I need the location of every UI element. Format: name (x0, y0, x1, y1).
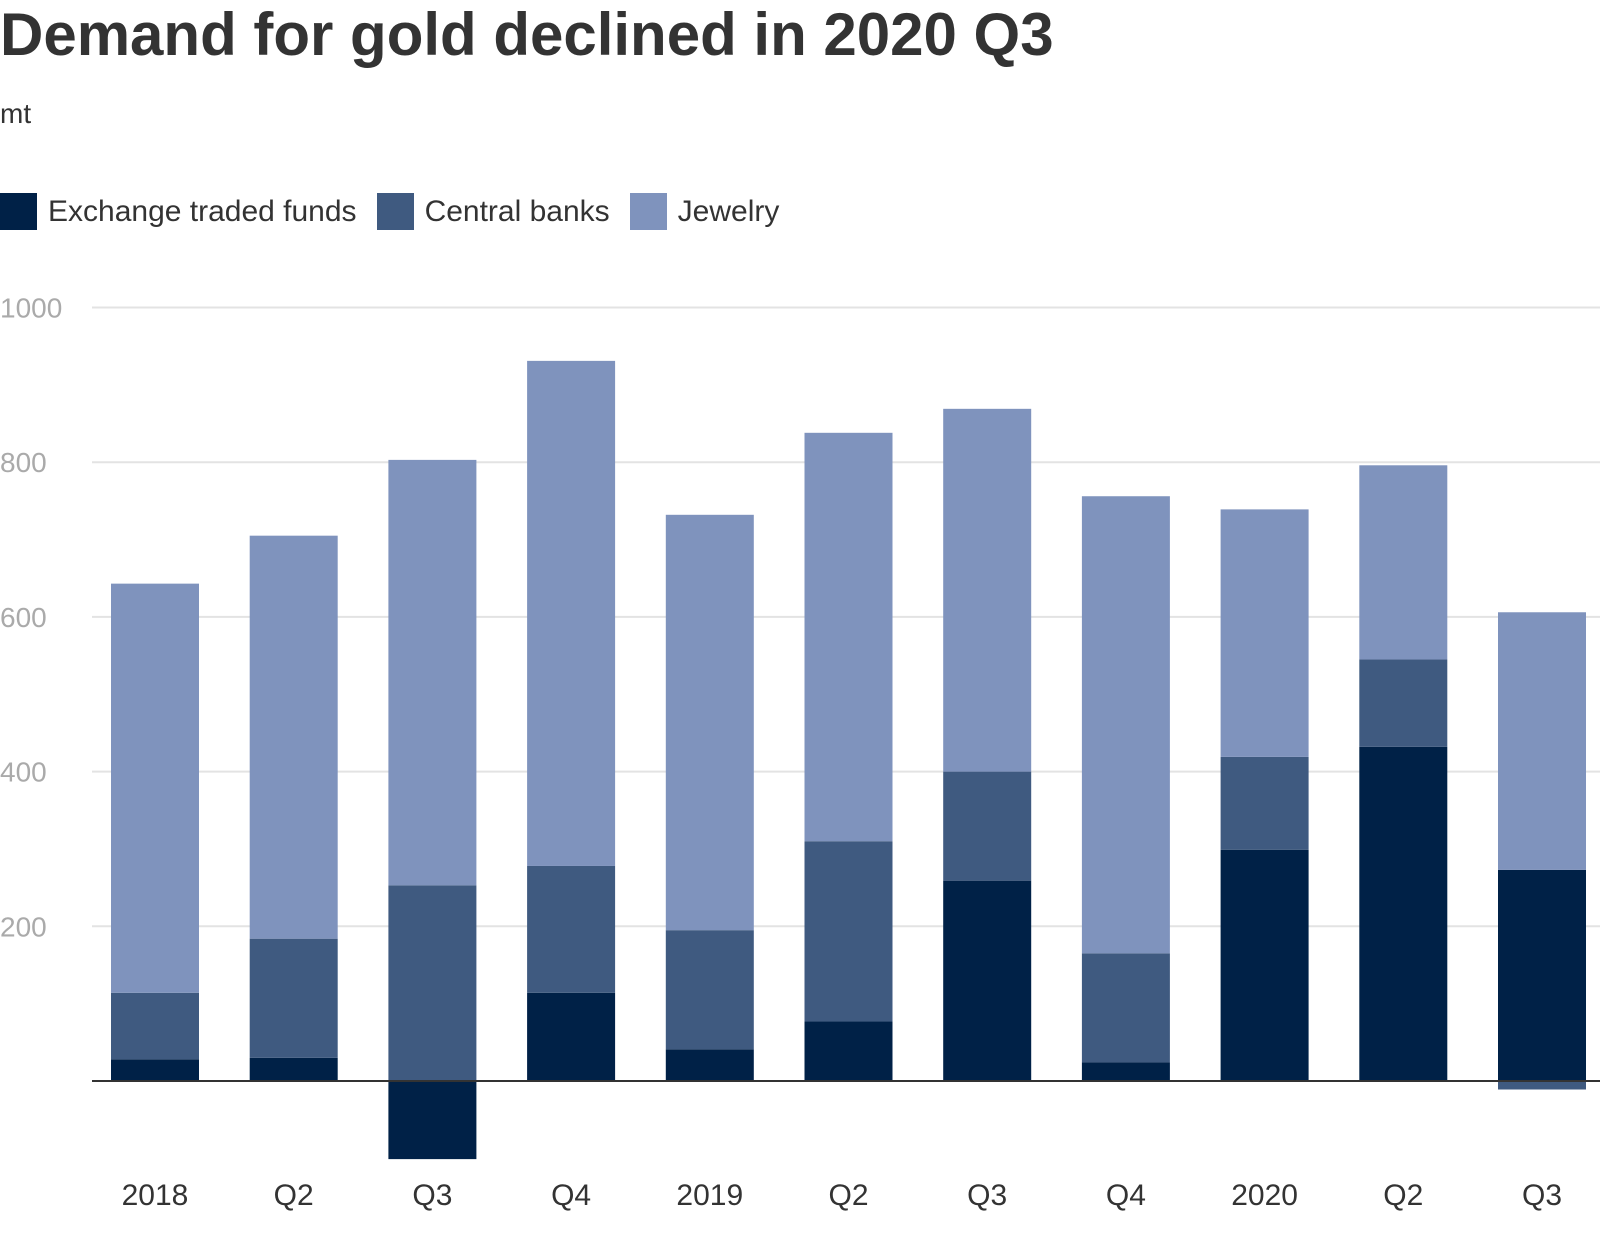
y-tick-label: 400 (0, 757, 47, 788)
bar-segment-central-banks (527, 865, 616, 993)
x-tick-label: Q3 (412, 1179, 452, 1212)
bar-segment-exchange-traded-funds (249, 1057, 338, 1081)
bar-segment-central-banks (804, 841, 893, 1022)
y-tick-label: 800 (0, 447, 47, 478)
bar-segment-exchange-traded-funds (111, 1059, 199, 1081)
bar-segment-exchange-traded-funds (665, 1049, 754, 1081)
bar-segment-exchange-traded-funds (804, 1021, 893, 1081)
bar-segment-jewelry (943, 408, 1032, 772)
bar-segment-central-banks (943, 771, 1032, 881)
bar-segment-jewelry (804, 432, 893, 842)
bar-segment-jewelry (388, 459, 477, 886)
legend-item-central-banks: Central banks (376, 193, 610, 230)
x-tick-label: 2020 (1231, 1179, 1298, 1212)
chart-legend: Exchange traded funds Central banks Jewe… (0, 193, 799, 230)
bar-segment-central-banks (388, 885, 477, 1081)
bar-segment-central-banks (1359, 659, 1448, 747)
bar-segment-central-banks (1498, 1081, 1586, 1090)
bar-segment-jewelry (111, 583, 199, 993)
legend-label-central-banks: Central banks (424, 194, 610, 228)
bar-segment-exchange-traded-funds (1498, 869, 1586, 1081)
y-tick-label: 1000 (0, 293, 62, 324)
legend-swatch-central-banks (376, 193, 414, 230)
bar-segment-jewelry (1081, 496, 1170, 954)
bar-segment-exchange-traded-funds (1220, 849, 1309, 1081)
legend-item-jewelry: Jewelry (629, 193, 780, 230)
bar-segment-exchange-traded-funds (1359, 746, 1448, 1081)
bar-segment-exchange-traded-funds (1081, 1062, 1170, 1081)
legend-item-etf: Exchange traded funds (0, 193, 357, 230)
bar-segment-jewelry (249, 535, 338, 939)
x-tick-label: 2018 (122, 1179, 189, 1212)
y-tick-label: 600 (0, 602, 47, 633)
chart-title: Demand for gold declined in 2020 Q3 (0, 1, 1054, 68)
bar-segment-exchange-traded-funds (943, 880, 1032, 1081)
x-tick-label: Q3 (1522, 1179, 1562, 1212)
bar-segment-central-banks (249, 938, 338, 1058)
y-tick-label: 200 (0, 911, 47, 942)
x-tick-label: Q2 (274, 1179, 314, 1212)
bar-segment-jewelry (665, 514, 754, 931)
legend-label-jewelry: Jewelry (677, 194, 780, 228)
bar-segment-central-banks (1081, 953, 1170, 1063)
bar-segment-jewelry (1220, 509, 1309, 757)
legend-swatch-jewelry (629, 193, 667, 230)
chart-unit-label: mt (0, 98, 32, 129)
bar-segment-jewelry (527, 360, 616, 866)
legend-label-etf: Exchange traded funds (48, 194, 357, 228)
bar-segment-central-banks (665, 930, 754, 1050)
x-tick-label: Q4 (1106, 1179, 1146, 1212)
x-tick-label: Q2 (1383, 1179, 1423, 1212)
bar-segment-central-banks (111, 992, 199, 1060)
bar-segment-jewelry (1498, 612, 1586, 870)
x-tick-label: Q3 (967, 1179, 1007, 1212)
x-tick-label: Q4 (551, 1179, 591, 1212)
x-tick-label: Q2 (828, 1179, 868, 1212)
bar-segment-exchange-traded-funds (527, 992, 616, 1081)
x-tick-label: 2019 (676, 1179, 743, 1212)
bar-segment-jewelry (1359, 465, 1448, 660)
legend-swatch-etf (0, 193, 37, 230)
bar-segment-exchange-traded-funds (388, 1081, 477, 1160)
bar-segment-central-banks (1220, 756, 1309, 850)
